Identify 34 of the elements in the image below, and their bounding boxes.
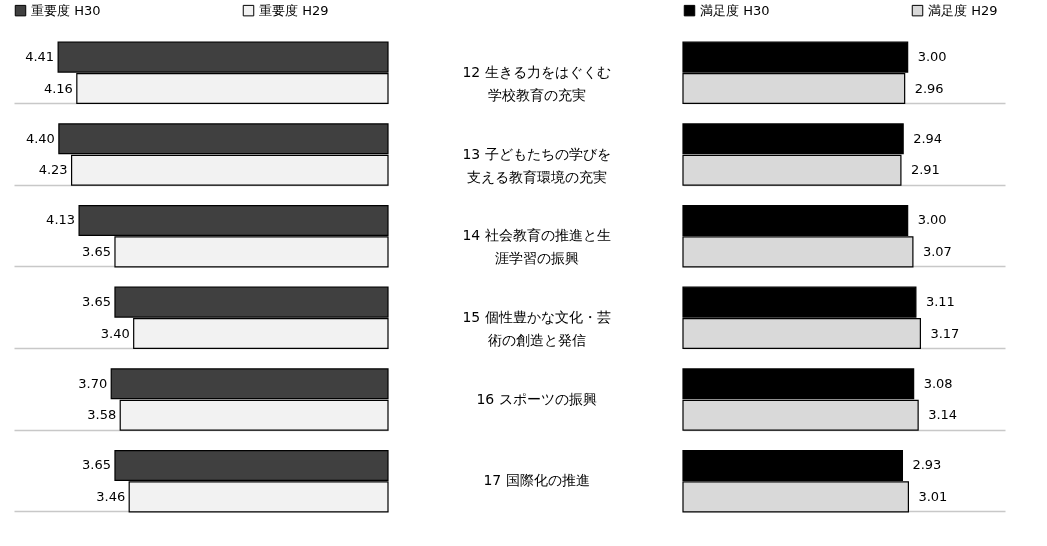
y-tick-label: 15 個性豊かな文化・芸術の創造と発信 (462, 308, 611, 348)
y-tick-label: 12 生きる力をはぐくむ学校教育の充実 (462, 63, 611, 103)
data-label: 4.41 (25, 49, 55, 65)
data-label: 4.13 (46, 212, 76, 228)
data-label: 2.94 (913, 130, 943, 146)
data-label: 4.16 (43, 80, 73, 96)
data-label: 2.96 (914, 80, 944, 96)
data-label: 3.65 (82, 457, 111, 473)
data-label: 2.93 (912, 457, 942, 473)
legend-label: 満足度 H29 (928, 2, 998, 18)
data-label: 3.40 (100, 325, 130, 341)
y-tick-label: 14 社会教育の推進と生涯学習の振興 (462, 227, 611, 267)
data-label: 3.65 (82, 294, 111, 310)
data-label: 3.08 (923, 375, 953, 391)
data-label: 3.00 (917, 212, 947, 228)
data-label: 4.40 (25, 130, 55, 146)
legend-label: 重要度 H30 (31, 2, 101, 18)
data-label: 3.65 (82, 243, 111, 259)
y-tick-label: 16 スポーツの振興 (476, 390, 597, 407)
data-label: 3.58 (87, 407, 117, 423)
legend-label: 満足度 H30 (700, 2, 770, 18)
y-tick-label: 17 国際化の推進 (483, 472, 590, 489)
y-tick-label: 13 子どもたちの学びを支える教育環境の充実 (462, 145, 611, 185)
data-label: 4.23 (38, 162, 68, 178)
data-label: 3.01 (918, 488, 948, 504)
data-label: 3.14 (928, 407, 958, 423)
data-label: 3.46 (96, 488, 126, 504)
data-label: 3.11 (925, 294, 955, 310)
data-label: 3.07 (922, 243, 952, 259)
data-label: 2.91 (910, 162, 940, 178)
data-label: 3.17 (930, 325, 960, 341)
data-label: 3.70 (78, 375, 108, 391)
data-label: 3.00 (917, 49, 947, 65)
legend-label: 重要度 H29 (259, 2, 329, 18)
